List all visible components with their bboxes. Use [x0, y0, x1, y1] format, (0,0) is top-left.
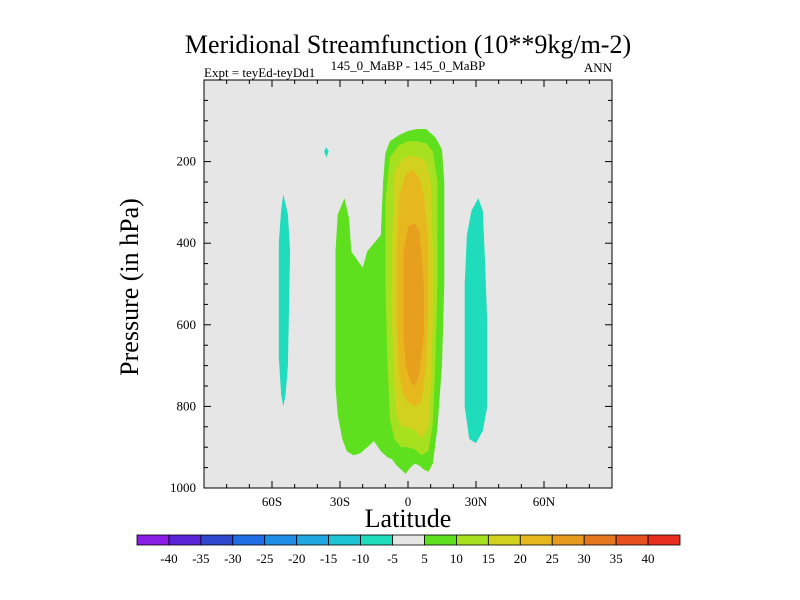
colorbar-swatch — [200, 534, 234, 546]
colorbar-swatch — [519, 534, 553, 546]
colorbar-label: 40 — [642, 551, 655, 566]
colorbar-swatch — [392, 534, 425, 546]
colorbar-label: -20 — [288, 551, 305, 566]
x-tick-label: 60N — [533, 494, 556, 509]
colorbar-swatch — [168, 534, 202, 546]
colorbar-label: -25 — [256, 551, 273, 566]
colorbar-swatch — [296, 534, 330, 546]
colorbar-label: 15 — [482, 551, 495, 566]
colorbar-swatch — [615, 534, 649, 546]
contour-region-25-7 — [403, 222, 424, 386]
colorbar-label: -30 — [224, 551, 241, 566]
colorbar-swatch — [328, 534, 361, 546]
contour-regions — [278, 129, 488, 474]
colorbar-swatch — [424, 534, 457, 546]
colorbar-swatch — [136, 534, 170, 546]
colorbar-label: 10 — [450, 551, 463, 566]
colorbar-swatch — [360, 534, 393, 546]
y-axis-label: Pressure (in hPa) — [115, 198, 144, 376]
x-axis-label: Latitude — [365, 504, 452, 533]
colorbar-label: -40 — [160, 551, 177, 566]
colorbar-label: 25 — [546, 551, 559, 566]
contour-region--10-2 — [464, 198, 488, 444]
y-tick-label: 800 — [177, 398, 197, 413]
subtitle-center: 145_0_MaBP - 145_0_MaBP — [331, 58, 486, 73]
colorbar-swatch — [551, 534, 585, 546]
colorbar-swatch — [456, 534, 489, 546]
colorbar-swatch — [647, 534, 681, 546]
colorbar-label: 5 — [421, 551, 428, 566]
chart-title: Meridional Streamfunction (10**9kg/m-2) — [185, 30, 631, 59]
x-tick-label: 30N — [465, 494, 488, 509]
colorbar-swatch — [264, 534, 298, 546]
colorbar-swatch — [583, 534, 617, 546]
y-tick-label: 400 — [177, 235, 197, 250]
axis-ticks: 60S 30S 0 30N 60N 200 400 600 800 1000 — [170, 80, 613, 509]
colorbar-label: 35 — [610, 551, 623, 566]
colorbar-label: -10 — [352, 551, 369, 566]
contour-region--10-1 — [324, 147, 329, 158]
colorbar-label: -35 — [192, 551, 209, 566]
y-tick-label: 1000 — [170, 480, 196, 495]
colorbar-swatch — [487, 534, 521, 546]
colorbar-label: 30 — [578, 551, 591, 566]
contour-region--10-0 — [278, 194, 291, 407]
colorbar-label: 20 — [514, 551, 527, 566]
subtitle-left: Expt = teyEd-teyDd1 — [204, 65, 315, 80]
subtitle-right: ANN — [584, 60, 613, 75]
x-tick-label: 30S — [330, 494, 350, 509]
y-tick-label: 600 — [177, 317, 197, 332]
colorbar-label: -5 — [387, 551, 398, 566]
colorbar-label: -15 — [320, 551, 337, 566]
colorbar-swatch — [232, 534, 266, 546]
colorbar: -40 -35 -30 -25 -20 -15 -10 -5 5 10 15 20 25 30 35 40 — [136, 534, 681, 566]
x-tick-label: 60S — [262, 494, 282, 509]
x-tick-label: 0 — [405, 494, 412, 509]
y-tick-label: 200 — [177, 154, 197, 169]
